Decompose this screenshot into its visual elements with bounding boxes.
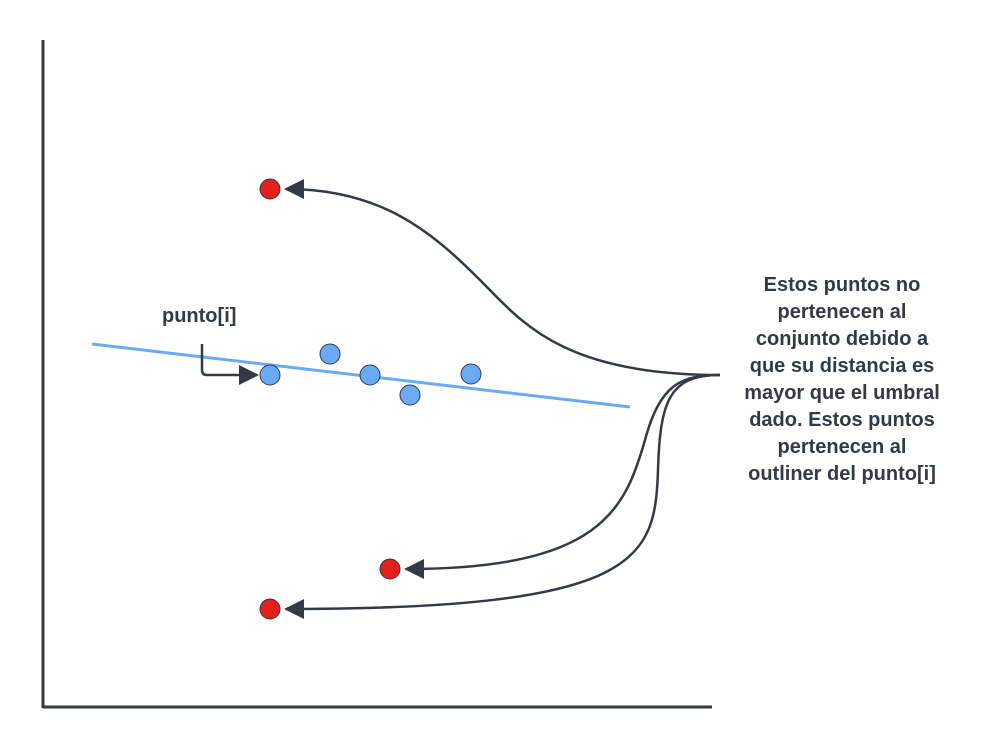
inlier-point xyxy=(319,343,341,365)
outlier-explanation: Estos puntos no pertenecen al conjunto d… xyxy=(724,272,960,488)
callout-line: conjunto debido a xyxy=(755,328,929,350)
callout-line: mayor que el umbral xyxy=(744,382,940,404)
callout-line: outliner del punto[i] xyxy=(748,463,936,485)
inlier-point xyxy=(359,364,381,386)
outlier-point xyxy=(259,598,281,620)
inlier-point xyxy=(460,363,482,385)
outlier-point xyxy=(379,558,401,580)
arrow-to-middle-outlier xyxy=(404,373,721,579)
callout-line: dado. Estos puntos xyxy=(749,409,935,431)
callout-line: que su distancia es xyxy=(749,355,935,377)
callout-line: pertenecen al xyxy=(777,301,907,323)
callout-line: pertenecen al xyxy=(777,436,907,458)
callout-line: Estos puntos no xyxy=(763,274,921,296)
inlier-point xyxy=(259,364,281,386)
arrow-to-top-outlier xyxy=(284,179,721,377)
outlier-point xyxy=(259,178,281,200)
inlier-point xyxy=(399,384,421,406)
arrow-to-bottom-outlier xyxy=(284,373,721,619)
point-label-connector xyxy=(200,344,259,385)
point-label: punto[i] xyxy=(162,305,236,327)
